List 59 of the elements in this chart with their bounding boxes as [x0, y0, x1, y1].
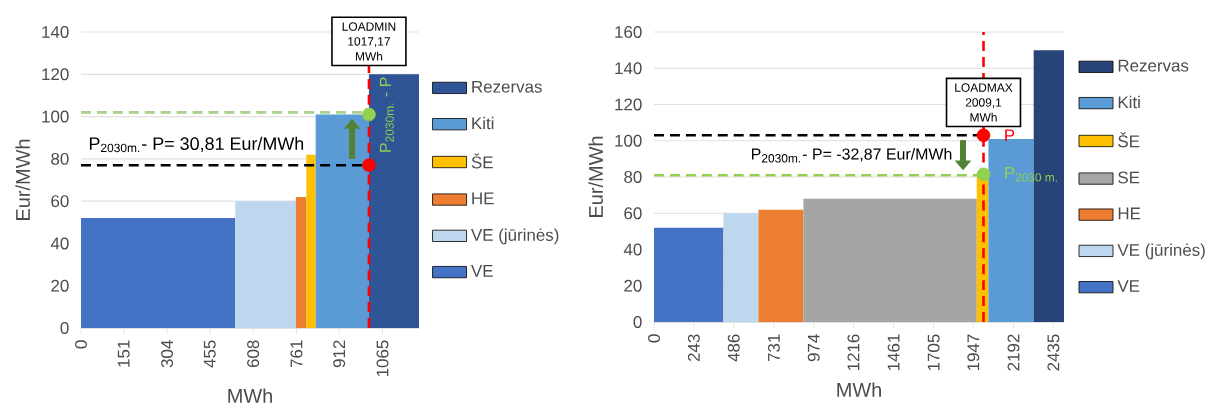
annotation: P$_{2030m.}$- P= 30,81 Eur/MWh — [89, 136, 304, 153]
y-tick-label: 60 — [51, 195, 69, 208]
y-tick-label: 140 — [615, 62, 642, 75]
legend-label: VE — [471, 265, 493, 277]
x-axis-title: MWh — [837, 382, 881, 397]
x-tick-label: 608 — [247, 340, 260, 368]
legend-label: ŠE — [471, 153, 493, 169]
y-axis-title: Eur/MWh — [588, 136, 604, 217]
x-tick-label: 0 — [75, 340, 87, 349]
y-tick-label: 60 — [624, 207, 642, 220]
y-tick-label: 0 — [60, 322, 69, 334]
legend-label: SE — [1118, 171, 1140, 184]
y-tick-label: 0 — [633, 316, 642, 328]
x-tick-label: 151 — [117, 340, 130, 367]
annotation: P$_{2030m.}$ - P — [379, 77, 394, 152]
x-tick-label: 761 — [290, 340, 303, 368]
x-axis-title: MWh — [228, 388, 272, 403]
y-tick-label: 80 — [624, 171, 642, 183]
legend-label: Rezervas — [472, 80, 542, 93]
x-tick-label: 2192 — [1007, 334, 1020, 371]
x-tick-label: 2435 — [1047, 334, 1060, 371]
x-tick-label: 912 — [333, 340, 346, 368]
legend-label: HE — [472, 192, 494, 205]
y-tick-label: 100 — [42, 110, 69, 123]
annotation: P$_{2030m.}$- P= -32,87 Eur/MWh — [752, 147, 952, 163]
legend-label: Kiti — [472, 116, 494, 130]
y-tick-label: 160 — [615, 26, 642, 38]
legend-label: Kiti — [1118, 95, 1140, 109]
x-tick-label: 1461 — [887, 334, 900, 371]
ref-line-label: LOADMIN 1017,17 MWh — [342, 22, 396, 61]
legend-label: VE (jūrinės) — [471, 228, 559, 245]
x-tick-label: 455 — [203, 340, 216, 368]
x-tick-label: 1216 — [847, 334, 860, 371]
x-tick-label: 1065 — [376, 340, 389, 377]
y-axis-title: Eur/MWh — [15, 139, 31, 220]
legend-label: ŠE — [1118, 132, 1140, 148]
legend-label: HE — [1118, 207, 1141, 220]
x-tick-label: 486 — [727, 334, 740, 362]
x-tick-label: 243 — [687, 334, 700, 362]
ref-line-label: LOADMAX 2009,1 MWh — [955, 83, 1013, 122]
y-tick-label: 120 — [615, 98, 642, 111]
y-tick-label: 20 — [624, 279, 642, 292]
legend-label: Rezervas — [1118, 59, 1189, 72]
y-tick-label: 40 — [623, 243, 642, 256]
x-tick-label: 1705 — [927, 334, 940, 371]
x-tick-label: 974 — [807, 334, 820, 362]
y-tick-label: 140 — [42, 26, 69, 38]
y-tick-label: 120 — [42, 68, 69, 81]
x-tick-label: 304 — [161, 340, 174, 368]
annotation: P — [1005, 129, 1015, 142]
x-tick-label: 731 — [767, 334, 780, 362]
y-tick-label: 80 — [51, 152, 69, 165]
legend-label: VE (jūrinės) — [1117, 243, 1205, 260]
y-tick-label: 40 — [50, 237, 69, 250]
x-tick-label: 0 — [648, 334, 660, 343]
y-tick-label: 100 — [615, 134, 642, 147]
legend-label: VE — [1117, 280, 1140, 292]
x-tick-label: 1947 — [967, 334, 980, 371]
y-tick-label: 20 — [51, 279, 69, 292]
